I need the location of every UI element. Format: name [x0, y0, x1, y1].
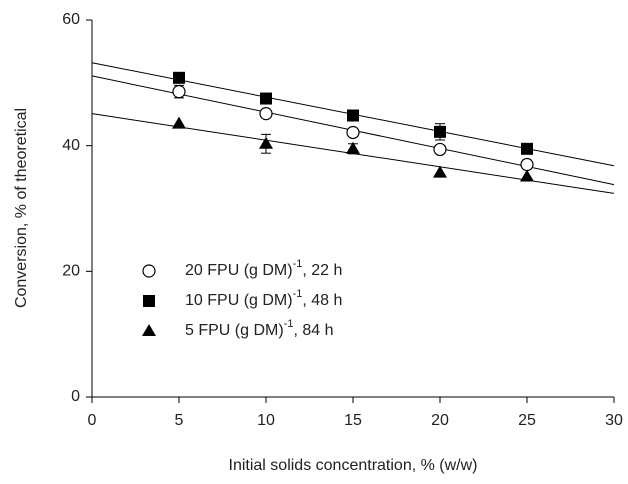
legend-label-suffix: , 84 h — [293, 322, 333, 339]
y-tick-label: 40 — [62, 137, 80, 154]
x-tick-label: 10 — [257, 412, 275, 429]
y-tick-label: 0 — [71, 388, 80, 405]
marker — [521, 142, 533, 155]
y-tick-label: 20 — [62, 263, 80, 280]
legend-label: 5 FPU (g DM)-1, 84 h — [185, 318, 333, 339]
legend-label-text: 20 FPU (g DM) — [185, 262, 293, 279]
legend-marker — [142, 264, 156, 278]
legend-label-sup: -1 — [284, 318, 294, 330]
marker — [433, 142, 447, 157]
marker — [259, 136, 273, 149]
legend-label-sup: -1 — [293, 288, 303, 300]
marker — [172, 116, 186, 129]
x-tick-label: 5 — [175, 412, 184, 429]
legend-label: 20 FPU (g DM)-1, 22 h — [185, 258, 342, 279]
marker — [259, 107, 273, 121]
legend-marker — [143, 295, 155, 307]
legend-label-text: 10 FPU (g DM) — [185, 292, 293, 309]
marker — [346, 125, 360, 140]
marker — [173, 71, 185, 84]
x-tick-label: 0 — [88, 412, 97, 429]
marker — [260, 92, 272, 105]
legend-label-suffix: , 48 h — [302, 292, 342, 309]
marker — [520, 169, 534, 182]
marker — [347, 109, 359, 122]
x-tick-label: 20 — [431, 412, 449, 429]
legend-label-text: 5 FPU (g DM) — [185, 322, 284, 339]
y-axis-label: Conversion, % of theoretical — [13, 108, 30, 308]
legend-label: 10 FPU (g DM)-1, 48 h — [185, 288, 342, 309]
marker — [346, 141, 360, 154]
x-tick-label: 30 — [605, 412, 623, 429]
marker — [434, 125, 446, 138]
legend-marker — [142, 324, 156, 336]
legend-label-sup: -1 — [293, 258, 303, 270]
marker — [433, 165, 447, 178]
x-tick-label: 15 — [344, 412, 362, 429]
marker — [520, 157, 534, 172]
legend-label-suffix: , 22 h — [302, 262, 342, 279]
x-axis-label: Initial solids concentration, % (w/w) — [229, 457, 478, 474]
x-tick-label: 25 — [518, 412, 536, 429]
marker — [172, 85, 186, 99]
y-tick-label: 60 — [62, 11, 80, 28]
